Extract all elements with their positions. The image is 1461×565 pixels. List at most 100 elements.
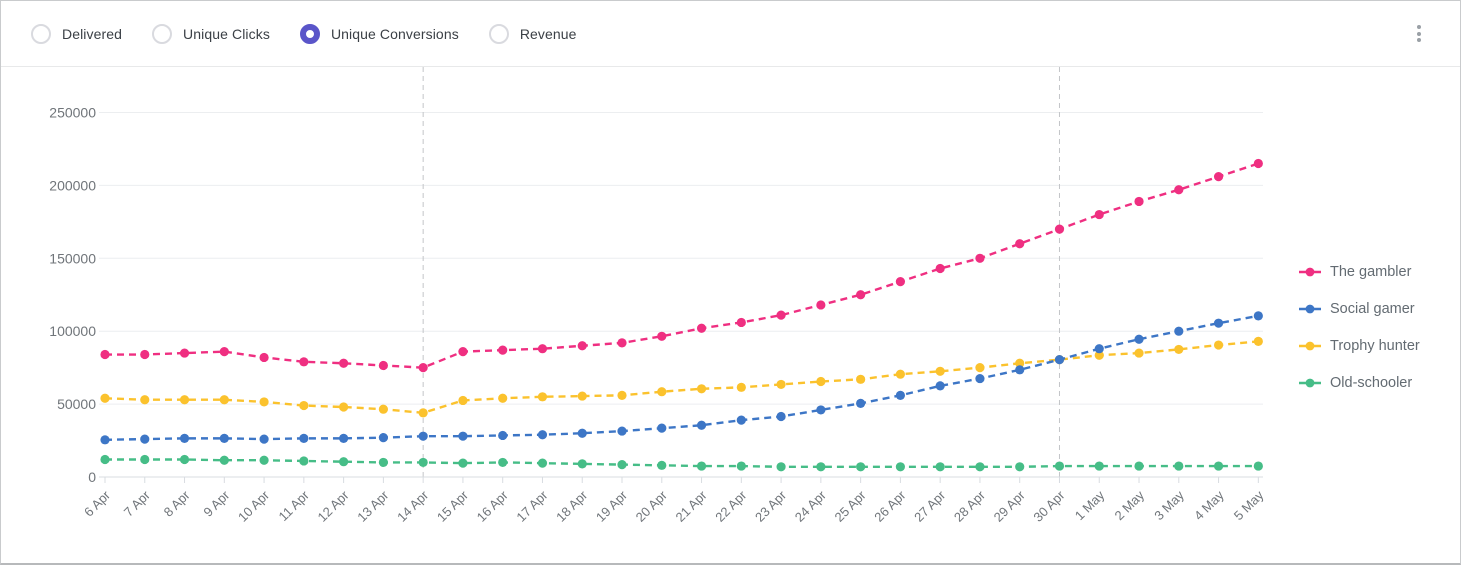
data-point[interactable]: [856, 374, 866, 384]
data-point[interactable]: [1094, 209, 1104, 220]
data-point[interactable]: [179, 433, 190, 443]
data-point[interactable]: [1253, 461, 1263, 471]
data-point[interactable]: [378, 360, 388, 371]
data-point[interactable]: [1174, 326, 1184, 336]
data-point[interactable]: [418, 408, 428, 418]
data-point[interactable]: [1213, 318, 1224, 328]
data-point[interactable]: [696, 323, 707, 333]
data-point[interactable]: [856, 398, 866, 408]
data-point[interactable]: [657, 331, 667, 341]
data-point[interactable]: [736, 317, 746, 328]
data-point[interactable]: [140, 395, 150, 405]
data-point[interactable]: [975, 462, 985, 472]
data-point[interactable]: [935, 263, 945, 274]
data-point[interactable]: [1134, 348, 1144, 358]
legend-item-trophy-hunter[interactable]: Trophy hunter: [1299, 327, 1420, 364]
data-point[interactable]: [1054, 355, 1065, 365]
data-point[interactable]: [1253, 311, 1263, 321]
data-point[interactable]: [776, 379, 786, 390]
data-point[interactable]: [537, 458, 548, 468]
data-point[interactable]: [140, 434, 150, 444]
data-point[interactable]: [856, 462, 866, 472]
data-point[interactable]: [140, 349, 150, 360]
data-point[interactable]: [1094, 344, 1104, 354]
data-point[interactable]: [179, 454, 190, 465]
data-point[interactable]: [498, 457, 508, 468]
data-point[interactable]: [696, 461, 707, 471]
data-point[interactable]: [696, 420, 707, 430]
data-point[interactable]: [1134, 461, 1144, 471]
legend-item-social-gamer[interactable]: Social gamer: [1299, 290, 1420, 327]
data-point[interactable]: [418, 363, 428, 373]
data-point[interactable]: [895, 390, 906, 400]
data-point[interactable]: [219, 347, 229, 357]
data-point[interactable]: [657, 423, 667, 433]
data-point[interactable]: [219, 433, 229, 443]
data-point[interactable]: [219, 395, 229, 405]
data-point[interactable]: [378, 433, 388, 443]
data-point[interactable]: [1213, 340, 1224, 350]
data-point[interactable]: [339, 457, 349, 467]
data-point[interactable]: [895, 277, 906, 287]
data-point[interactable]: [816, 300, 826, 310]
data-point[interactable]: [895, 369, 906, 379]
data-point[interactable]: [935, 366, 945, 376]
data-point[interactable]: [776, 310, 786, 320]
radio-option-unique-clicks[interactable]: Unique Clicks: [152, 23, 270, 44]
data-point[interactable]: [299, 456, 309, 466]
data-point[interactable]: [100, 454, 110, 465]
data-point[interactable]: [498, 393, 508, 403]
data-point[interactable]: [895, 462, 906, 472]
data-point[interactable]: [179, 348, 190, 358]
data-point[interactable]: [1253, 158, 1263, 169]
data-point[interactable]: [219, 455, 229, 465]
data-point[interactable]: [418, 431, 428, 441]
data-point[interactable]: [975, 253, 985, 263]
data-point[interactable]: [776, 462, 786, 472]
data-point[interactable]: [179, 395, 190, 405]
data-point[interactable]: [299, 357, 309, 367]
data-point[interactable]: [1253, 336, 1263, 347]
data-point[interactable]: [1054, 461, 1065, 471]
radio-option-revenue[interactable]: Revenue: [488, 23, 577, 44]
data-point[interactable]: [1015, 462, 1025, 472]
data-point[interactable]: [1134, 334, 1144, 344]
data-point[interactable]: [577, 428, 587, 438]
data-point[interactable]: [776, 411, 786, 422]
data-point[interactable]: [100, 393, 110, 403]
data-point[interactable]: [1094, 461, 1104, 471]
data-point[interactable]: [458, 395, 468, 406]
data-point[interactable]: [1174, 344, 1184, 355]
data-point[interactable]: [736, 382, 746, 392]
data-point[interactable]: [975, 363, 985, 373]
data-point[interactable]: [339, 433, 349, 443]
data-point[interactable]: [100, 349, 110, 360]
data-point[interactable]: [339, 358, 349, 368]
data-point[interactable]: [339, 402, 349, 412]
data-point[interactable]: [378, 404, 388, 414]
radio-option-unique-conversions[interactable]: Unique Conversions: [299, 23, 459, 44]
data-point[interactable]: [537, 344, 548, 354]
data-point[interactable]: [498, 430, 508, 441]
data-point[interactable]: [458, 347, 468, 357]
data-point[interactable]: [696, 384, 707, 394]
data-point[interactable]: [1054, 224, 1065, 234]
data-point[interactable]: [975, 373, 985, 384]
data-point[interactable]: [1174, 461, 1184, 471]
data-point[interactable]: [816, 462, 826, 472]
radio-option-delivered[interactable]: Delivered: [31, 23, 122, 44]
data-point[interactable]: [816, 376, 826, 387]
data-point[interactable]: [1015, 365, 1025, 375]
data-point[interactable]: [935, 462, 945, 472]
data-point[interactable]: [617, 338, 627, 348]
data-point[interactable]: [617, 426, 627, 436]
data-point[interactable]: [736, 415, 746, 425]
data-point[interactable]: [1213, 461, 1224, 471]
data-point[interactable]: [1134, 196, 1144, 207]
kebab-menu-button[interactable]: [1408, 20, 1430, 48]
data-point[interactable]: [935, 381, 945, 391]
data-point[interactable]: [378, 457, 388, 468]
data-point[interactable]: [498, 345, 508, 355]
data-point[interactable]: [140, 454, 150, 465]
data-point[interactable]: [537, 392, 548, 402]
